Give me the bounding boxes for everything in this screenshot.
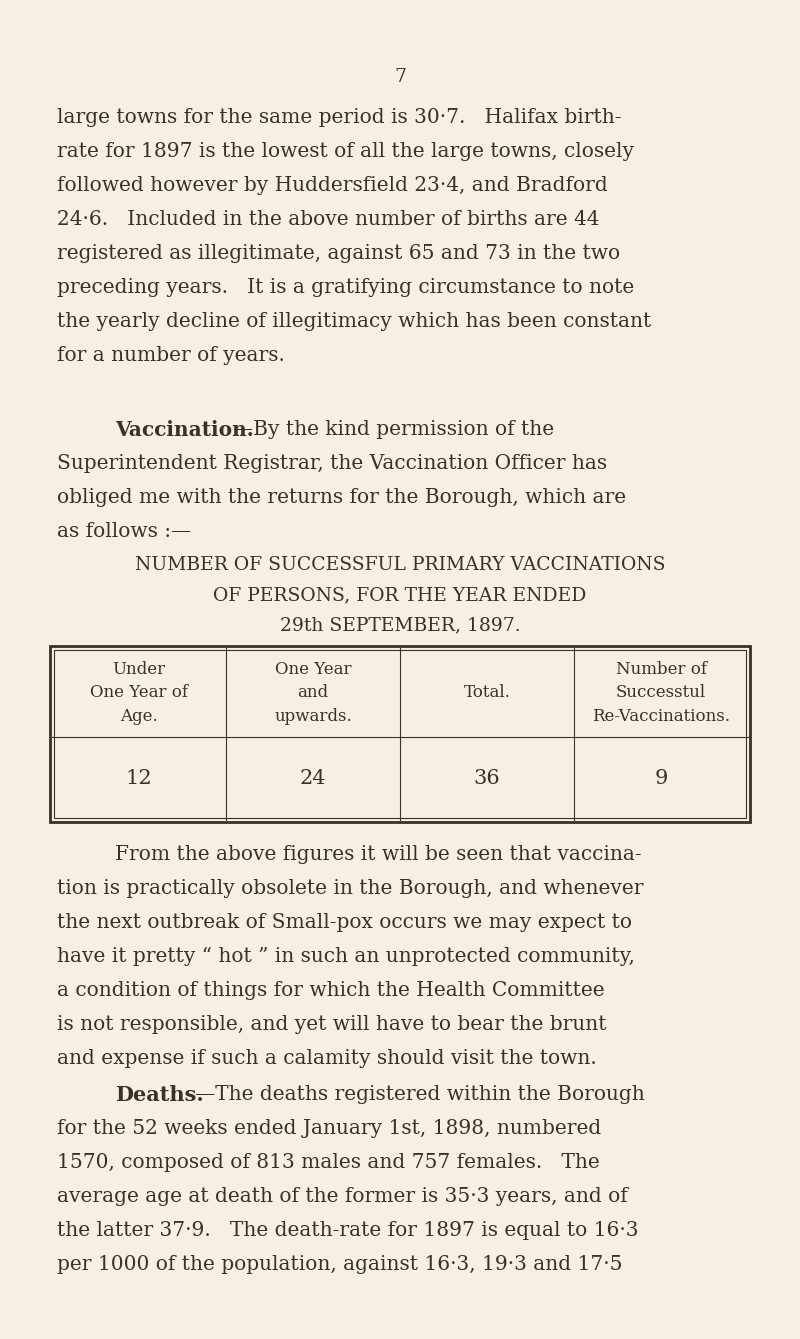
Text: 24·6.   Included in the above number of births are 44: 24·6. Included in the above number of bi…	[57, 210, 599, 229]
Text: the yearly decline of illegitimacy which has been constant: the yearly decline of illegitimacy which…	[57, 312, 651, 331]
Text: Under
One Year of
Age.: Under One Year of Age.	[90, 660, 188, 724]
Text: large towns for the same period is 30·7.   Halifax birth-: large towns for the same period is 30·7.…	[57, 108, 622, 127]
Text: the latter 37·9.   The death-rate for 1897 is equal to 16·3: the latter 37·9. The death-rate for 1897…	[57, 1221, 638, 1240]
Text: 7: 7	[394, 68, 406, 86]
Text: average age at death of the former is 35·3 years, and of: average age at death of the former is 35…	[57, 1186, 628, 1206]
Text: Total.: Total.	[463, 684, 510, 702]
Text: —By the kind permission of the: —By the kind permission of the	[233, 420, 554, 439]
Text: 29th SEPTEMBER, 1897.: 29th SEPTEMBER, 1897.	[280, 616, 520, 633]
Text: the next outbreak of Small-pox occurs we may expect to: the next outbreak of Small-pox occurs we…	[57, 913, 632, 932]
Text: a condition of things for which the Health Committee: a condition of things for which the Heal…	[57, 981, 605, 1000]
Text: preceding years.   It is a gratifying circumstance to note: preceding years. It is a gratifying circ…	[57, 279, 634, 297]
Text: is not responsible, and yet will have to bear the brunt: is not responsible, and yet will have to…	[57, 1015, 606, 1034]
Text: tion is practically obsolete in the Borough, and whenever: tion is practically obsolete in the Boro…	[57, 878, 643, 898]
Text: From the above figures it will be seen that vaccina-: From the above figures it will be seen t…	[115, 845, 642, 864]
Bar	[54, 649, 746, 818]
Text: Deaths.: Deaths.	[115, 1085, 204, 1105]
Text: 36: 36	[474, 769, 500, 789]
Text: 9: 9	[654, 769, 668, 789]
Text: OF PERSONS, FOR THE YEAR ENDED: OF PERSONS, FOR THE YEAR ENDED	[214, 586, 586, 604]
Text: Superintendent Registrar, the Vaccination Officer has: Superintendent Registrar, the Vaccinatio…	[57, 454, 607, 473]
Text: rate for 1897 is the lowest of all the large towns, closely: rate for 1897 is the lowest of all the l…	[57, 142, 634, 161]
Text: Vaccination.: Vaccination.	[115, 420, 254, 441]
Bar	[50, 645, 750, 822]
Text: as follows :—: as follows :—	[57, 522, 191, 541]
Text: for a number of years.: for a number of years.	[57, 345, 285, 366]
Text: registered as illegitimate, against 65 and 73 in the two: registered as illegitimate, against 65 a…	[57, 244, 620, 262]
Text: 12: 12	[126, 769, 152, 789]
Text: NUMBER OF SUCCESSFUL PRIMARY VACCINATIONS: NUMBER OF SUCCESSFUL PRIMARY VACCINATION…	[134, 556, 666, 574]
Text: —The deaths registered within the Borough: —The deaths registered within the Boroug…	[195, 1085, 645, 1103]
Text: for the 52 weeks ended January 1st, 1898, numbered: for the 52 weeks ended January 1st, 1898…	[57, 1119, 602, 1138]
Text: have it pretty “ hot ” in such an unprotected community,: have it pretty “ hot ” in such an unprot…	[57, 947, 635, 967]
Text: 24: 24	[300, 769, 326, 789]
Text: followed however by Huddersfield 23·4, and Bradford: followed however by Huddersfield 23·4, a…	[57, 175, 608, 195]
Text: 1570, composed of 813 males and 757 females.   The: 1570, composed of 813 males and 757 fema…	[57, 1153, 600, 1172]
Text: Number of
Successtul
Re-Vaccinations.: Number of Successtul Re-Vaccinations.	[592, 660, 730, 724]
Text: obliged me with the returns for the Borough, which are: obliged me with the returns for the Boro…	[57, 487, 626, 507]
Text: per 1000 of the population, against 16·3, 19·3 and 17·5: per 1000 of the population, against 16·3…	[57, 1255, 622, 1273]
Text: and expense if such a calamity should visit the town.: and expense if such a calamity should vi…	[57, 1048, 597, 1069]
Text: One Year
and
upwards.: One Year and upwards.	[274, 660, 352, 724]
